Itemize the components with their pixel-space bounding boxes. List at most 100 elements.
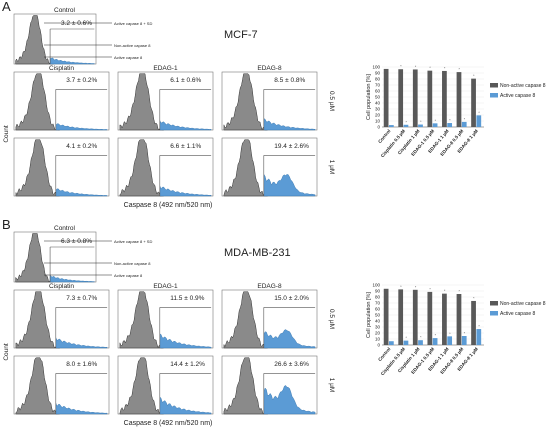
legend-label: Non-active capase 8 <box>500 83 546 89</box>
legend-swatch <box>490 311 498 316</box>
y-tick-label: 60 <box>375 89 381 94</box>
non-active-histogram <box>119 357 164 415</box>
active-histogram <box>55 123 108 131</box>
column-title: Cisplatin <box>49 65 74 72</box>
significance-mark: * <box>400 65 402 69</box>
control-value: 6.3 ± 0.8% <box>61 238 92 245</box>
histogram-value: 26.6 ± 3.6% <box>274 361 309 368</box>
active-histogram <box>159 185 212 197</box>
active-histogram <box>263 329 316 349</box>
x-tick-label: Control <box>377 128 391 144</box>
significance-mark: * <box>420 120 422 124</box>
y-tick-label: 40 <box>375 101 381 106</box>
cell-line-label: MCF-7 <box>224 29 258 41</box>
significance-mark: * <box>406 336 408 340</box>
y-tick-label: 100 <box>372 283 380 288</box>
bar-non-active <box>427 291 433 345</box>
non-active-histogram <box>119 139 164 197</box>
bar-chart-b: Cell population [%] 010203040506070809010… <box>366 283 546 377</box>
significance-mark: * <box>449 332 451 336</box>
active-histogram <box>49 274 95 283</box>
bar-active <box>432 338 438 345</box>
y-tick-label: 100 <box>372 65 380 70</box>
bar-active <box>476 329 482 345</box>
x-axis-label: Caspase 8 (492 nm/520 nm) <box>124 202 213 209</box>
active-histogram <box>159 333 212 349</box>
significance-mark: * <box>459 290 461 294</box>
y-tick-label: 80 <box>375 77 381 82</box>
y-tick-label: 0 <box>377 125 380 130</box>
bar-active <box>403 124 409 127</box>
bar-active <box>461 336 467 345</box>
bar-non-active <box>442 293 447 345</box>
column-title: EDAG-8 <box>257 283 282 290</box>
y-tick-label: 50 <box>375 95 381 100</box>
histogram-value: 8.0 ± 1.6% <box>66 361 97 368</box>
bar-non-active <box>398 289 404 345</box>
control-annotation: Active capase 8 <box>114 55 143 60</box>
non-active-histogram <box>119 73 164 131</box>
bar-active <box>418 124 423 127</box>
bar-active <box>447 336 453 345</box>
bar-active <box>388 125 394 127</box>
active-histogram <box>159 396 212 415</box>
bar-active <box>476 115 482 127</box>
significance-mark: * <box>435 119 437 123</box>
y-axis-label: Count <box>3 343 10 361</box>
control-annotation: Non-active capase 8 <box>114 261 151 266</box>
non-active-histogram <box>15 357 60 415</box>
column-title: EDAG-1 <box>153 283 178 290</box>
significance-mark: * <box>415 65 417 69</box>
non-active-histogram <box>223 139 268 197</box>
active-histogram <box>55 337 108 349</box>
y-tick-label: 30 <box>375 325 381 330</box>
control-annotation: Active capase 8 + SD <box>114 239 152 244</box>
y-tick-label: 40 <box>375 319 381 324</box>
significance-mark: * <box>459 68 461 72</box>
control-annotation: Active capase 8 <box>114 273 143 278</box>
active-histogram <box>263 385 316 415</box>
control-title: Control <box>54 7 76 14</box>
legend-label: Non-active capase 8 <box>500 301 546 307</box>
active-histogram <box>159 120 212 131</box>
histogram-value: 6.6 ± 1.1% <box>170 143 201 150</box>
y-tick-label: 90 <box>375 71 381 76</box>
active-histogram <box>55 188 108 197</box>
panel-letter: A <box>2 0 11 14</box>
y-axis-label: Cell population [%] <box>366 292 372 338</box>
bar-non-active <box>471 300 476 345</box>
significance-mark: * <box>400 285 402 289</box>
significance-mark: * <box>429 287 431 291</box>
legend-swatch <box>490 83 498 88</box>
active-histogram <box>263 173 316 197</box>
control-title: Control <box>54 225 76 232</box>
non-active-histogram <box>223 73 268 131</box>
significance-mark: * <box>435 334 437 338</box>
y-tick-label: 60 <box>375 307 381 312</box>
significance-mark: * <box>473 296 475 300</box>
histogram-value: 19.4 ± 2.6% <box>274 143 309 150</box>
histogram-value: 4.1 ± 0.2% <box>66 143 97 150</box>
bar-active <box>418 340 423 345</box>
y-tick-label: 30 <box>375 107 381 112</box>
y-tick-label: 70 <box>375 83 381 88</box>
histogram-value: 7.3 ± 0.7% <box>66 295 97 302</box>
histogram-value: 11.5 ± 0.9% <box>170 295 204 302</box>
y-axis-label: Cell population [%] <box>366 74 372 120</box>
bar-non-active <box>383 288 389 345</box>
panel-a: A Control 3.2 ± 0.6% Active capase 8 + SD No… <box>2 0 335 209</box>
bar-non-active <box>412 69 418 127</box>
significance-mark: * <box>464 332 466 336</box>
active-histogram <box>263 118 316 131</box>
y-axis-label: Count <box>3 125 10 143</box>
bar-non-active <box>442 70 447 127</box>
non-active-histogram <box>15 15 54 65</box>
y-tick-label: 70 <box>375 301 381 306</box>
significance-mark: * <box>415 285 417 289</box>
non-active-histogram <box>223 291 268 349</box>
control-annotation: Active capase 8 + SD <box>114 21 152 26</box>
column-title: EDAG-8 <box>257 65 282 72</box>
x-tick-label: Control <box>377 346 391 362</box>
active-histogram <box>49 57 95 65</box>
y-tick-label: 20 <box>375 331 381 336</box>
